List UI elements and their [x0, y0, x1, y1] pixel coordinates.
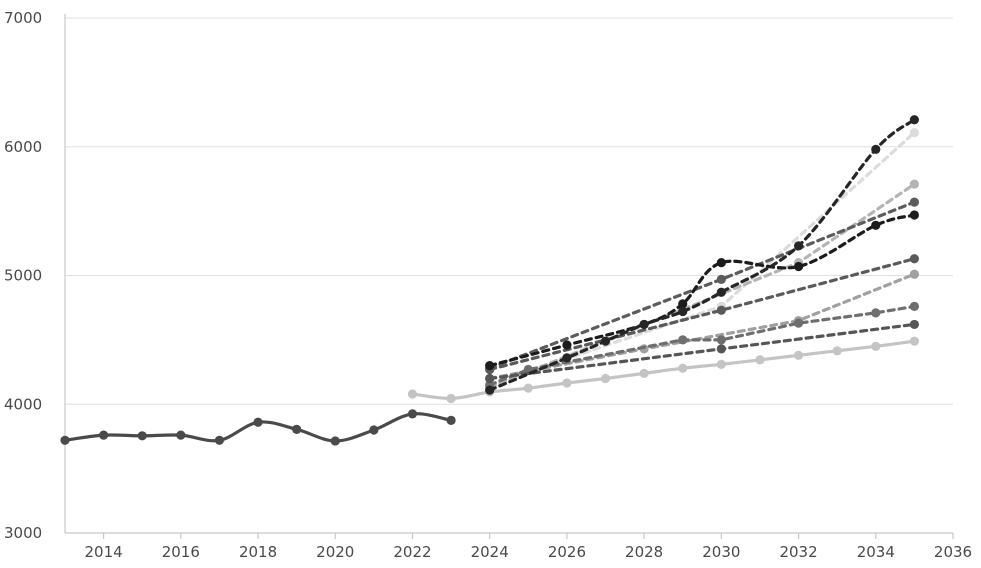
data-point — [485, 385, 495, 395]
x-tick-label: 2026 — [548, 543, 586, 561]
x-tick-label: 2036 — [934, 543, 972, 561]
x-tick-label: 2022 — [393, 543, 431, 561]
data-point — [793, 350, 804, 360]
series-layer — [60, 115, 919, 446]
data-point — [909, 319, 919, 330]
data-point — [716, 335, 726, 345]
data-point — [639, 319, 649, 330]
data-point — [523, 383, 533, 393]
data-point — [330, 436, 340, 446]
grid-layer — [65, 17, 953, 405]
data-point — [909, 269, 919, 279]
series-line — [488, 322, 916, 381]
data-point — [678, 363, 688, 373]
series-9 — [485, 210, 919, 371]
data-point — [600, 373, 611, 384]
data-point — [909, 301, 919, 311]
data-point — [909, 254, 919, 264]
series-line — [488, 182, 916, 390]
data-point — [253, 417, 263, 427]
series-3 — [485, 179, 919, 393]
data-point — [99, 430, 109, 440]
data-point — [716, 258, 726, 268]
data-point — [292, 424, 302, 434]
data-point — [909, 127, 919, 138]
data-point — [871, 308, 881, 318]
data-point — [716, 359, 726, 369]
x-tick-label: 2016 — [162, 543, 200, 561]
x-tick-label: 2020 — [316, 543, 354, 561]
series-0 — [60, 409, 456, 446]
series-line — [488, 257, 916, 372]
data-point — [600, 336, 611, 346]
data-point — [137, 431, 147, 441]
series-6 — [485, 254, 919, 375]
x-tick-label: 2014 — [85, 543, 123, 561]
data-point — [909, 115, 919, 125]
data-point — [60, 435, 70, 445]
data-point — [485, 373, 495, 384]
series-line — [488, 304, 916, 387]
data-point — [793, 241, 804, 251]
data-point — [407, 389, 418, 399]
data-point — [369, 425, 379, 435]
x-tick-label: 2034 — [857, 543, 895, 561]
data-point — [716, 305, 726, 315]
x-tick-label: 2028 — [625, 543, 663, 561]
data-point — [793, 318, 804, 328]
y-tick-label: 7000 — [4, 9, 42, 27]
x-tick-label: 2024 — [471, 543, 509, 561]
x-tick-label: 2018 — [239, 543, 277, 561]
data-point — [562, 378, 572, 388]
data-point — [562, 353, 572, 363]
data-point — [446, 393, 456, 404]
data-point — [716, 344, 726, 354]
series-8 — [485, 319, 919, 384]
data-point — [871, 220, 881, 230]
data-point — [909, 179, 919, 189]
data-point — [871, 341, 881, 351]
data-point — [793, 261, 804, 272]
series-1 — [407, 336, 919, 404]
axis-layer — [64, 14, 954, 539]
data-point — [407, 409, 418, 419]
data-point — [639, 368, 649, 378]
data-point — [871, 144, 881, 154]
series-line — [488, 118, 916, 392]
data-point — [909, 336, 919, 346]
y-tick-label: 4000 — [4, 395, 42, 413]
data-point — [909, 210, 919, 220]
data-point — [678, 335, 688, 345]
data-point — [446, 415, 456, 425]
data-point — [716, 274, 726, 284]
y-tick-label: 6000 — [4, 138, 42, 156]
tick-label-layer: 3000 4000 5000 6000 7000 2014 2016 2018 2020 2022… — [4, 9, 972, 561]
data-point — [755, 355, 765, 365]
x-tick-label: 2030 — [702, 543, 740, 561]
y-tick-label: 5000 — [4, 267, 42, 285]
series-10 — [485, 115, 919, 395]
x-tick-label: 2032 — [779, 543, 817, 561]
data-point — [678, 299, 688, 309]
data-point — [909, 197, 919, 207]
data-point — [716, 287, 726, 297]
data-point — [214, 435, 225, 445]
series-line — [488, 200, 916, 370]
y-tick-label: 3000 — [4, 524, 42, 542]
data-point — [832, 346, 842, 356]
data-point — [678, 306, 688, 317]
data-point — [562, 340, 572, 350]
data-point — [485, 361, 495, 371]
data-point — [176, 430, 186, 440]
